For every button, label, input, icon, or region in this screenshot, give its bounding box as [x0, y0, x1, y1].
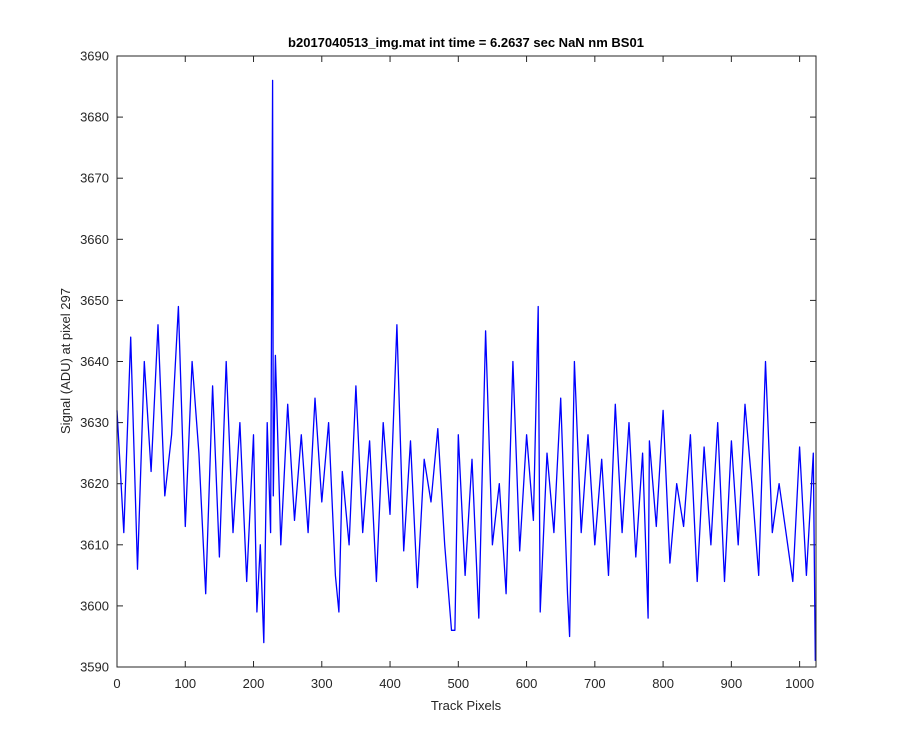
x-tick-label: 600 — [516, 676, 538, 691]
y-tick-label: 3610 — [80, 537, 109, 552]
x-tick-label: 200 — [243, 676, 265, 691]
x-tick-label: 300 — [311, 676, 333, 691]
y-tick-label: 3630 — [80, 415, 109, 430]
x-tick-label: 700 — [584, 676, 606, 691]
y-tick-label: 3620 — [80, 476, 109, 491]
x-tick-label: 100 — [174, 676, 196, 691]
y-tick-label: 3680 — [80, 110, 109, 125]
x-tick-label: 800 — [652, 676, 674, 691]
x-axis-label: Track Pixels — [431, 698, 502, 713]
y-tick-label: 3670 — [80, 171, 109, 186]
plot-area — [117, 56, 816, 667]
x-tick-label: 0 — [113, 676, 120, 691]
chart-title: b2017040513_img.mat int time = 6.2637 se… — [288, 35, 644, 50]
y-axis: 3590 3600 3610 3620 3630 3640 3650 3660 3670 3680… — [80, 49, 816, 675]
y-tick-label: 3650 — [80, 293, 109, 308]
y-tick-label: 3600 — [80, 598, 109, 613]
x-tick-label: 900 — [721, 676, 743, 691]
plot-frame — [116, 55, 817, 668]
y-tick-label: 3660 — [80, 232, 109, 247]
x-axis: 0 100 200 300 400 500 600 700 800 900 1000 — [113, 56, 814, 691]
y-tick-label: 3590 — [80, 660, 109, 675]
x-tick-label: 400 — [379, 676, 401, 691]
y-axis-label: Signal (ADU) at pixel 297 — [58, 288, 73, 434]
signal-line — [116, 79, 816, 661]
y-tick-label: 3640 — [80, 354, 109, 369]
x-tick-label: 500 — [447, 676, 469, 691]
y-tick-label: 3690 — [80, 49, 109, 64]
x-tick-label: 1000 — [785, 676, 814, 691]
